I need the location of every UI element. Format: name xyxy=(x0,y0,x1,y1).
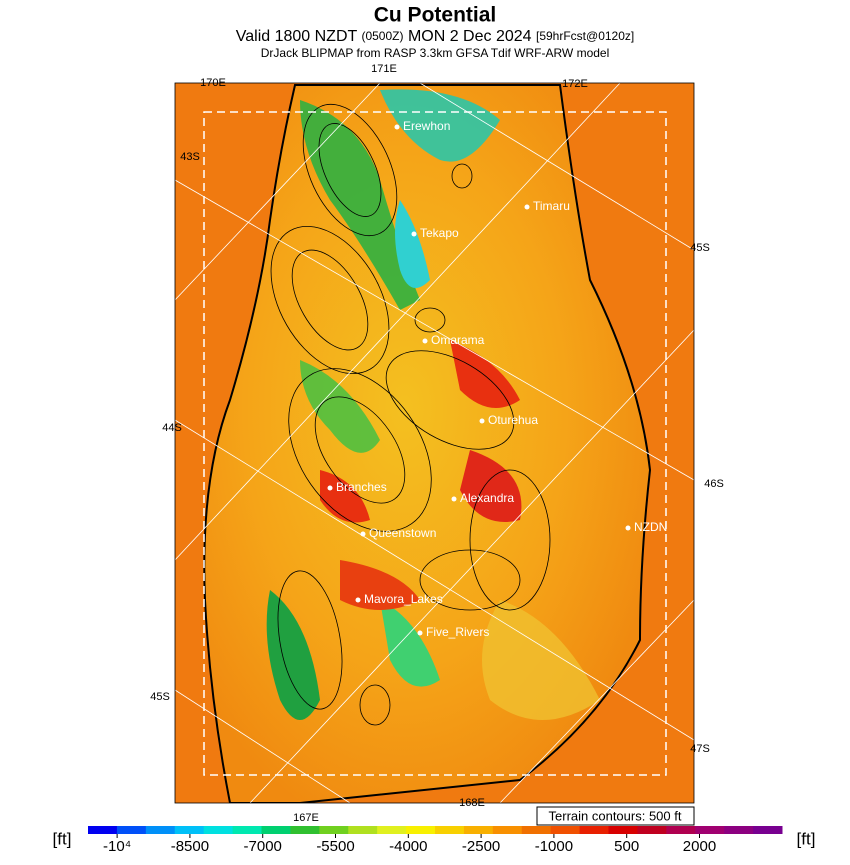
lon-label: 170E xyxy=(200,77,226,89)
place-dot xyxy=(411,231,417,237)
colorbar-swatch xyxy=(377,826,407,834)
colorbar-swatch xyxy=(174,826,205,834)
place-dot xyxy=(360,531,366,537)
place-label: NZDN xyxy=(634,520,667,534)
terrain-contours xyxy=(270,103,551,726)
colorbar-swatch xyxy=(666,826,696,834)
colorbar-swatch xyxy=(724,826,754,834)
colorbar-label: 500 xyxy=(614,838,639,855)
place-dot xyxy=(417,630,423,636)
lon-label: 172E xyxy=(562,78,588,90)
colorbar-label: -8500 xyxy=(171,838,209,855)
colorbar-swatch xyxy=(463,826,494,834)
place-dot xyxy=(422,338,428,344)
contour-note: Terrain contours: 500 ft xyxy=(549,808,682,823)
utc: (0500Z) xyxy=(361,29,403,43)
graticule xyxy=(175,83,694,803)
place-dot xyxy=(625,525,631,531)
date: MON 2 Dec 2024 xyxy=(408,28,532,45)
colorbar-label: -1000 xyxy=(535,838,573,855)
colorbar-swatch xyxy=(145,826,176,834)
place-label: Tekapo xyxy=(420,226,459,240)
place-label: Five_Rivers xyxy=(426,625,489,639)
colorbar-label: -4000 xyxy=(389,838,427,855)
colorbar-swatch xyxy=(406,826,436,834)
place-dot xyxy=(524,204,530,210)
colorbar-swatch xyxy=(116,826,147,834)
colorbar-swatch xyxy=(435,826,465,834)
colorbar-swatch xyxy=(608,826,638,834)
place-dot xyxy=(327,485,333,491)
place-dot xyxy=(394,124,400,130)
colorbar-swatch xyxy=(550,826,581,834)
unit-right: [ft] xyxy=(797,829,816,848)
lat-label: 45S xyxy=(690,242,710,254)
colorbar-swatch xyxy=(753,826,783,834)
place-label: Queenstown xyxy=(369,526,436,540)
colorbar-swatch xyxy=(203,826,234,834)
colorbar-label: -7000 xyxy=(244,838,282,855)
lat-label: 45S xyxy=(150,691,170,703)
place-label: Alexandra xyxy=(460,491,514,505)
map-labels: 170E 171E 172E 167E 168E 43S 45S 44S 46S 45S 47S Er… xyxy=(150,63,724,824)
place-dot xyxy=(479,418,485,424)
lon-label: 167E xyxy=(293,812,319,824)
colorbar-swatch xyxy=(261,826,291,834)
place-dot xyxy=(451,496,457,502)
place-label: Branches xyxy=(336,480,387,494)
place-label: Omarama xyxy=(431,333,485,347)
place-label: Timaru xyxy=(533,199,570,213)
colorbar-swatch xyxy=(88,826,118,834)
unit-left: [ft] xyxy=(53,829,72,848)
lon-label: 168E xyxy=(459,797,485,809)
place-label: Oturehua xyxy=(488,413,538,427)
colorbar-label: 2000 xyxy=(683,838,716,855)
lat-label: 46S xyxy=(704,478,724,490)
lat-label: 44S xyxy=(162,422,182,434)
place-label: Erewhon xyxy=(403,119,450,133)
colorbar-swatch xyxy=(319,826,349,834)
colorbar-swatch xyxy=(492,826,523,834)
valid-line: Valid 1800 NZDT (0500Z) MON 2 Dec 2024 [… xyxy=(236,28,634,45)
contour-note-box xyxy=(536,806,695,826)
colorbar-label: -5500 xyxy=(316,838,354,855)
colorbar-swatch xyxy=(637,826,667,834)
model: DrJack BLIPMAP from RASP 3.3km GFSA Tdif… xyxy=(261,46,610,60)
lat-label: 43S xyxy=(180,151,200,163)
colorbar-swatch xyxy=(290,826,320,834)
title: Cu Potential xyxy=(374,4,497,27)
place-label: Mavora_Lakes xyxy=(364,592,443,606)
colorbar-swatch xyxy=(579,826,609,834)
colorbar-swatch xyxy=(695,826,725,834)
colorbar-swatch xyxy=(232,826,262,834)
lon-label: 171E xyxy=(371,63,397,75)
lat-label: 47S xyxy=(690,743,710,755)
place-dot xyxy=(355,597,361,603)
colorbar-swatch xyxy=(348,826,378,834)
colorbar: -10⁴ -8500 -7000 -5500 -4000 -2500 -1000 500 200… xyxy=(88,826,783,855)
colorbar-label: -2500 xyxy=(462,838,500,855)
forecast: [59hrFcst@0120z] xyxy=(536,29,634,43)
colorbar-label: -10⁴ xyxy=(103,838,131,855)
valid: Valid 1800 NZDT xyxy=(236,28,358,45)
map xyxy=(175,83,694,803)
colorbar-swatch xyxy=(521,826,552,834)
